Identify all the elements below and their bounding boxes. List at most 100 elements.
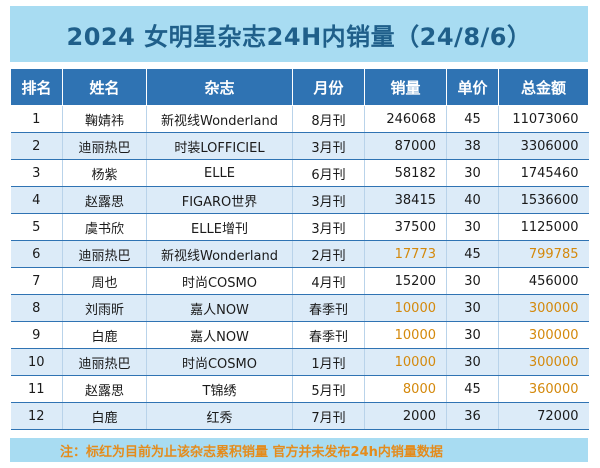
header-magazine: 杂志: [146, 68, 293, 106]
total-cell: 3306000: [498, 132, 589, 160]
name-cell: 杨紫: [62, 159, 147, 187]
magazine-cell: T锦绣: [146, 375, 293, 403]
price-cell: 30: [446, 348, 499, 376]
rank-cell: 1: [10, 105, 63, 133]
magazine-cell: 新视线Wonderland: [146, 105, 293, 133]
table-row: 4 赵露思 FIGARO世界 3月刊 38415 40 1536600: [10, 186, 589, 214]
total-cell: 1536600: [498, 186, 589, 214]
magazine-cell: 时尚COSMO: [146, 348, 293, 376]
name-cell: 迪丽热巴: [62, 132, 147, 160]
table-row: 1 鞠婧祎 新视线Wonderland 8月刊 246068 45 11073060: [10, 105, 589, 133]
header-month: 月份: [292, 68, 365, 106]
total-cell: 799785: [498, 240, 589, 268]
month-cell: 1月刊: [292, 348, 365, 376]
magazine-cell: ELLE增刊: [146, 213, 293, 241]
total-cell: 72000: [498, 402, 589, 430]
total-cell: 300000: [498, 348, 589, 376]
magazine-cell: FIGARO世界: [146, 186, 293, 214]
magazine-cell: 红秀: [146, 402, 293, 430]
table-row: 10 迪丽热巴 时尚COSMO 1月刊 10000 30 300000: [10, 348, 589, 376]
month-cell: 5月刊: [292, 375, 365, 403]
sales-cell: 10000: [364, 294, 447, 322]
sales-cell: 37500: [364, 213, 447, 241]
price-cell: 30: [446, 159, 499, 187]
name-cell: 鞠婧祎: [62, 105, 147, 133]
month-cell: 春季刊: [292, 321, 365, 349]
header-price: 单价: [446, 68, 499, 106]
price-cell: 36: [446, 402, 499, 430]
rank-cell: 3: [10, 159, 63, 187]
month-cell: 7月刊: [292, 402, 365, 430]
header-total: 总金额: [498, 68, 589, 106]
price-cell: 30: [446, 321, 499, 349]
price-cell: 45: [446, 105, 499, 133]
table-row: 6 迪丽热巴 新视线Wonderland 2月刊 17773 45 799785: [10, 240, 589, 268]
month-cell: 春季刊: [292, 294, 365, 322]
sales-table: 排名 姓名 杂志 月份 销量 单价 总金额 1 鞠婧祎 新视线Wonderland 8…: [10, 68, 589, 430]
table-row: 3 杨紫 ELLE 6月刊 58182 30 1745460: [10, 159, 589, 187]
magazine-cell: ELLE: [146, 159, 293, 187]
price-cell: 30: [446, 294, 499, 322]
sales-cell: 8000: [364, 375, 447, 403]
table-row: 11 赵露思 T锦绣 5月刊 8000 45 360000: [10, 375, 589, 403]
total-cell: 1745460: [498, 159, 589, 187]
table-row: 9 白鹿 嘉人NOW 春季刊 10000 30 300000: [10, 321, 589, 349]
month-cell: 4月刊: [292, 267, 365, 295]
magazine-cell: 时装LOFFICIEL: [146, 132, 293, 160]
header-rank: 排名: [10, 68, 63, 106]
total-cell: 456000: [498, 267, 589, 295]
rank-cell: 9: [10, 321, 63, 349]
rank-cell: 10: [10, 348, 63, 376]
rank-cell: 7: [10, 267, 63, 295]
month-cell: 8月刊: [292, 105, 365, 133]
table-row: 5 虞书欣 ELLE增刊 3月刊 37500 30 1125000: [10, 213, 589, 241]
price-cell: 45: [446, 240, 499, 268]
magazine-cell: 时尚COSMO: [146, 267, 293, 295]
sales-cell: 10000: [364, 348, 447, 376]
name-cell: 白鹿: [62, 321, 147, 349]
total-cell: 300000: [498, 321, 589, 349]
total-cell: 1125000: [498, 213, 589, 241]
sales-cell: 17773: [364, 240, 447, 268]
name-cell: 迪丽热巴: [62, 240, 147, 268]
month-cell: 6月刊: [292, 159, 365, 187]
sales-cell: 246068: [364, 105, 447, 133]
name-cell: 白鹿: [62, 402, 147, 430]
magazine-cell: 嘉人NOW: [146, 321, 293, 349]
month-cell: 3月刊: [292, 213, 365, 241]
rank-cell: 6: [10, 240, 63, 268]
header-name: 姓名: [62, 68, 147, 106]
sales-cell: 58182: [364, 159, 447, 187]
rank-cell: 12: [10, 402, 63, 430]
total-cell: 300000: [498, 294, 589, 322]
sales-cell: 15200: [364, 267, 447, 295]
name-cell: 迪丽热巴: [62, 348, 147, 376]
table-row: 8 刘雨昕 嘉人NOW 春季刊 10000 30 300000: [10, 294, 589, 322]
header-sales: 销量: [364, 68, 447, 106]
table-row: 2 迪丽热巴 时装LOFFICIEL 3月刊 87000 38 3306000: [10, 132, 589, 160]
price-cell: 40: [446, 186, 499, 214]
table-header-row: 排名 姓名 杂志 月份 销量 单价 总金额: [10, 68, 589, 106]
rank-cell: 4: [10, 186, 63, 214]
table-row: 12 白鹿 红秀 7月刊 2000 36 72000: [10, 402, 589, 430]
price-cell: 30: [446, 213, 499, 241]
name-cell: 赵露思: [62, 375, 147, 403]
price-cell: 30: [446, 267, 499, 295]
total-cell: 360000: [498, 375, 589, 403]
magazine-cell: 新视线Wonderland: [146, 240, 293, 268]
sales-cell: 38415: [364, 186, 447, 214]
footnote: 注：标红为目前为止该杂志累积销量 官方并未发布24h内销量数据: [10, 438, 588, 462]
name-cell: 赵露思: [62, 186, 147, 214]
name-cell: 刘雨昕: [62, 294, 147, 322]
rank-cell: 11: [10, 375, 63, 403]
rank-cell: 8: [10, 294, 63, 322]
sales-cell: 2000: [364, 402, 447, 430]
month-cell: 3月刊: [292, 186, 365, 214]
price-cell: 45: [446, 375, 499, 403]
rank-cell: 5: [10, 213, 63, 241]
page-title: 2024 女明星杂志24H内销量（24/8/6）: [10, 6, 588, 62]
sales-cell: 10000: [364, 321, 447, 349]
name-cell: 周也: [62, 267, 147, 295]
total-cell: 11073060: [498, 105, 589, 133]
